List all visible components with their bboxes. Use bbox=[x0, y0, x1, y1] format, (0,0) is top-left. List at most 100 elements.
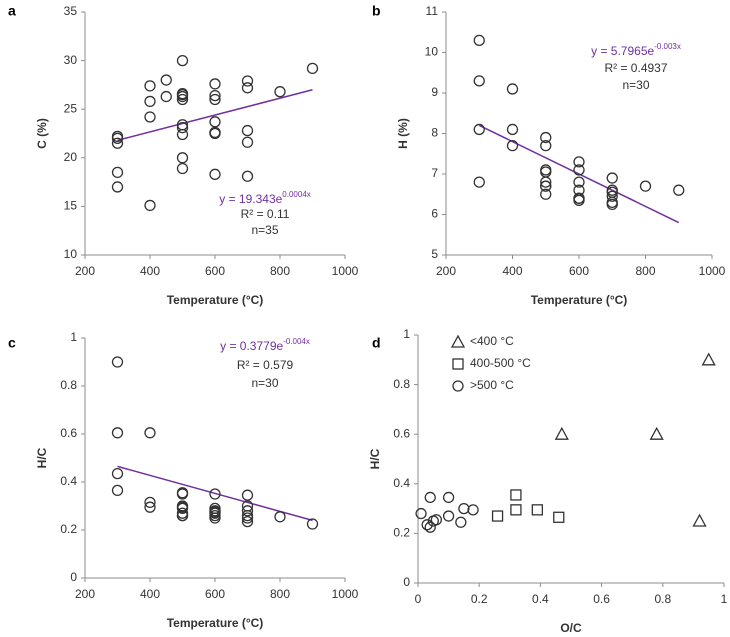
marker-circle bbox=[241, 170, 254, 182]
y-tick-label: 5 bbox=[431, 247, 438, 261]
marker-circle bbox=[176, 88, 189, 101]
marker-circle bbox=[176, 488, 189, 500]
x-tick-label: 800 bbox=[270, 264, 290, 278]
marker-square bbox=[452, 358, 464, 370]
marker-circle bbox=[573, 192, 585, 204]
x-axis-title: Temperature (°C) bbox=[167, 293, 264, 307]
marker-circle bbox=[241, 124, 254, 137]
sample-size: n=30 bbox=[622, 78, 649, 92]
x-tick-label: 200 bbox=[75, 587, 95, 601]
y-axis-title: H/C bbox=[368, 448, 382, 469]
marker-circle bbox=[442, 491, 455, 504]
marker-circle bbox=[241, 82, 254, 94]
marker-circle bbox=[467, 504, 479, 516]
marker-circle bbox=[241, 509, 254, 522]
marker-circle bbox=[540, 131, 552, 144]
marker-circle bbox=[144, 427, 156, 439]
marker-circle bbox=[176, 122, 189, 134]
x-tick-label: 800 bbox=[635, 264, 655, 278]
marker-circle bbox=[176, 152, 189, 164]
marker-circle bbox=[160, 74, 172, 86]
trendline bbox=[478, 124, 680, 224]
marker-circle bbox=[176, 93, 189, 106]
y-tick-label: 0.4 bbox=[60, 474, 77, 488]
x-tick-label: 600 bbox=[205, 587, 225, 601]
marker-circle bbox=[274, 86, 286, 98]
marker-circle bbox=[274, 511, 286, 523]
y-tick-label: 0.6 bbox=[393, 426, 410, 440]
panel-letter: b bbox=[372, 3, 381, 19]
y-tick-label: 0.6 bbox=[60, 426, 77, 440]
marker-circle bbox=[606, 172, 618, 184]
x-axis-title: Temperature (°C) bbox=[167, 616, 264, 630]
marker-circle bbox=[506, 139, 519, 152]
y-tick-label: 11 bbox=[426, 4, 439, 18]
marker-circle bbox=[424, 491, 436, 504]
marker-circle bbox=[176, 128, 189, 141]
x-tick-label: 0.6 bbox=[593, 592, 610, 606]
marker-circle bbox=[209, 89, 221, 102]
x-tick-label: 0.4 bbox=[532, 592, 549, 606]
marker-circle bbox=[442, 510, 455, 522]
marker-circle bbox=[209, 488, 221, 500]
marker-circle bbox=[209, 78, 221, 90]
marker-circle bbox=[176, 54, 189, 67]
x-tick-label: 1000 bbox=[332, 264, 359, 278]
y-tick-label: 35 bbox=[64, 4, 78, 18]
y-tick-label: 0.8 bbox=[393, 377, 410, 391]
equation-exponent: 0.0004x bbox=[282, 190, 310, 199]
marker-circle bbox=[209, 93, 221, 106]
marker-circle bbox=[241, 489, 254, 501]
marker-square bbox=[553, 511, 565, 523]
marker-circle bbox=[673, 184, 685, 196]
legend-label: <400 °C bbox=[470, 334, 514, 348]
equation-base: y = 0.3779e bbox=[220, 339, 283, 353]
y-tick-label: 9 bbox=[431, 85, 438, 99]
marker-circle bbox=[111, 137, 124, 149]
marker-circle bbox=[160, 90, 172, 103]
marker-circle bbox=[111, 132, 124, 145]
marker-circle bbox=[176, 162, 189, 175]
marker-circle bbox=[209, 116, 221, 128]
x-tick-label: 200 bbox=[436, 264, 456, 278]
equation: y = 0.3779e-0.004x bbox=[220, 337, 310, 353]
marker-circle bbox=[209, 168, 221, 180]
y-tick-label: 10 bbox=[425, 45, 439, 59]
marker-circle bbox=[573, 164, 585, 176]
marker-circle bbox=[506, 123, 519, 136]
marker-triangle bbox=[554, 426, 569, 440]
marker-circle bbox=[473, 176, 485, 188]
y-axis-title: H/C bbox=[35, 447, 49, 468]
y-tick-label: 0 bbox=[70, 570, 77, 584]
trendline bbox=[117, 89, 313, 142]
x-tick-label: 400 bbox=[140, 264, 160, 278]
marker-circle bbox=[111, 356, 124, 368]
y-tick-label: 8 bbox=[431, 126, 438, 140]
y-tick-label: 0.2 bbox=[60, 522, 77, 536]
marker-circle bbox=[176, 501, 189, 513]
marker-circle bbox=[111, 427, 124, 439]
marker-circle bbox=[424, 521, 436, 533]
marker-circle bbox=[209, 126, 221, 139]
marker-circle bbox=[540, 139, 552, 152]
marker-triangle bbox=[692, 513, 707, 527]
marker-circle bbox=[111, 181, 124, 193]
marker-circle bbox=[452, 380, 464, 392]
x-axis-title: O/C bbox=[560, 621, 582, 635]
marker-circle bbox=[421, 519, 433, 531]
x-tick-label: 1 bbox=[721, 592, 728, 606]
marker-circle bbox=[306, 518, 319, 530]
y-tick-label: 0.8 bbox=[60, 378, 77, 392]
r-squared: R² = 0.11 bbox=[241, 207, 290, 221]
marker-circle bbox=[111, 467, 124, 480]
marker-circle bbox=[144, 501, 156, 513]
marker-circle bbox=[144, 95, 156, 108]
marker-circle bbox=[209, 512, 221, 524]
x-tick-label: 400 bbox=[140, 587, 160, 601]
y-tick-label: 20 bbox=[64, 150, 78, 164]
marker-triangle bbox=[649, 426, 664, 440]
x-tick-label: 0.8 bbox=[654, 592, 671, 606]
marker-circle bbox=[540, 180, 552, 192]
x-tick-label: 0 bbox=[415, 592, 422, 606]
x-tick-label: 800 bbox=[270, 587, 290, 601]
